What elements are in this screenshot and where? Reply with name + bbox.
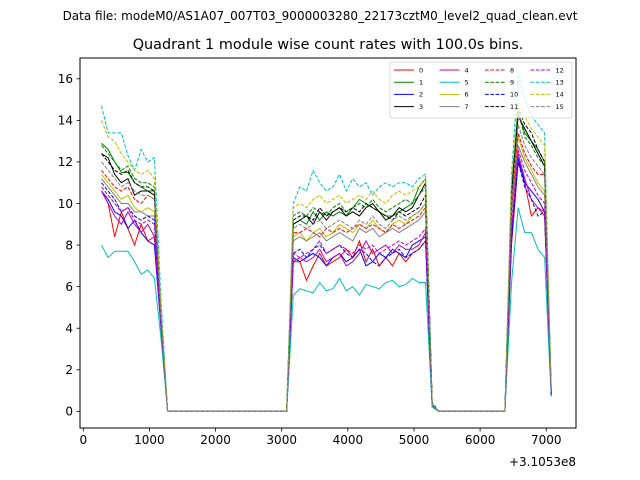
series-line-5 xyxy=(101,207,552,412)
series-line-13 xyxy=(101,74,552,412)
x-tick-label: 4000 xyxy=(333,433,364,447)
legend-label-3: 3 xyxy=(419,103,423,111)
legend-label-9: 9 xyxy=(510,79,514,87)
x-tick-label: 7000 xyxy=(531,433,562,447)
x-tick-label: 3000 xyxy=(266,433,297,447)
y-tick-label: 16 xyxy=(58,72,73,86)
legend-label-11: 11 xyxy=(510,103,518,111)
series-line-12 xyxy=(101,149,552,412)
y-tick-label: 0 xyxy=(65,405,73,419)
y-tick-label: 6 xyxy=(65,280,73,294)
legend-label-1: 1 xyxy=(419,79,423,87)
series-line-6 xyxy=(101,136,552,412)
legend-label-5: 5 xyxy=(465,79,469,87)
axes-frame xyxy=(79,57,577,429)
series-layer xyxy=(101,74,552,412)
x-tick-label: 0 xyxy=(79,433,87,447)
data-file-label: Data file: modeM0/AS1A07_007T03_90000032… xyxy=(63,9,578,23)
y-tick-label: 2 xyxy=(65,363,73,377)
series-line-2 xyxy=(101,157,552,412)
ticks-layer: 0 1000 2000 3000 4000 5000 6000 700002468101214… xyxy=(58,72,562,447)
legend-label-2: 2 xyxy=(419,91,423,99)
y-tick-label: 8 xyxy=(65,238,73,252)
legend-label-6: 6 xyxy=(465,91,469,99)
legend-label-4: 4 xyxy=(465,66,469,74)
series-line-14 xyxy=(101,99,552,412)
x-tick-label: 2000 xyxy=(200,433,231,447)
legend-label-14: 14 xyxy=(556,91,564,99)
x-tick-label: 5000 xyxy=(399,433,430,447)
legend-label-12: 12 xyxy=(556,66,564,74)
series-line-15 xyxy=(101,124,552,412)
legend-label-10: 10 xyxy=(510,91,518,99)
legend-label-15: 15 xyxy=(556,103,564,111)
series-line-4 xyxy=(101,153,552,412)
series-line-7 xyxy=(101,145,552,412)
series-line-3 xyxy=(101,114,552,412)
legend-box xyxy=(389,61,573,119)
y-tick-label: 4 xyxy=(65,322,73,336)
series-line-10 xyxy=(101,161,552,412)
chart-title: Quadrant 1 module wise count rates with … xyxy=(133,37,524,53)
series-line-11 xyxy=(101,107,552,412)
series-line-0 xyxy=(101,161,552,412)
legend-label-13: 13 xyxy=(556,79,564,87)
legend-label-7: 7 xyxy=(465,103,469,111)
legend-label-8: 8 xyxy=(510,66,514,74)
y-tick-label: 12 xyxy=(58,155,73,169)
x-offset-label: +3.1053e8 xyxy=(509,455,576,469)
y-tick-label: 10 xyxy=(58,197,73,211)
y-tick-label: 14 xyxy=(58,114,73,128)
legend-label-0: 0 xyxy=(419,66,423,74)
series-line-8 xyxy=(101,132,552,412)
x-tick-label: 6000 xyxy=(465,433,496,447)
x-tick-label: 1000 xyxy=(134,433,165,447)
